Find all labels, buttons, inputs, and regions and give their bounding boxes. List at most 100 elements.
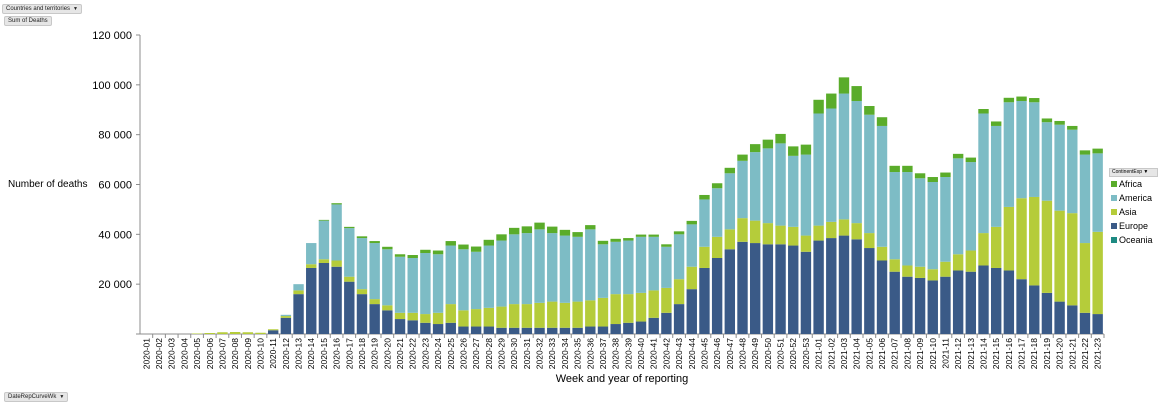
bar-america-2020-19 [369,243,380,300]
x-tick-label: 2020-07 [217,338,227,369]
bar-europe-2020-15 [318,262,330,334]
bar-africa-2020-52 [788,146,799,156]
bar-europe-2021-23 [1092,314,1103,334]
bar-asia-2020-39 [623,294,634,323]
bar-america-2020-25 [445,245,456,305]
bar-asia-2020-29 [496,306,507,328]
legend-label: America [1119,193,1153,203]
bar-africa-2020-22 [407,255,418,259]
x-tick-label: 2021-10 [928,338,938,369]
x-tick-label: 2020-16 [332,338,342,369]
bar-asia-2020-14 [306,264,317,268]
bar-africa-2020-36 [585,225,596,230]
legend-swatch [1111,237,1117,243]
bar-asia-2021-03 [838,219,850,236]
bar-america-2020-51 [775,143,786,226]
bar-europe-2021-17 [1016,279,1027,334]
bar-europe-2021-09 [914,277,926,334]
x-tick-label: 2020-34 [560,338,570,369]
bar-america-2020-52 [788,155,799,227]
legend-item-america: America [1109,191,1158,205]
bar-asia-2021-16 [1003,206,1015,271]
bar-europe-2021-02 [826,238,837,334]
x-tick-label: 2020-05 [192,338,202,369]
bar-asia-2020-37 [597,297,609,327]
x-tick-label: 2020-41 [649,338,659,369]
x-tick-label: 2021-11 [940,338,950,369]
bar-europe-2020-45 [699,267,710,334]
x-tick-label: 2021-12 [953,338,963,369]
bar-africa-2020-39 [623,238,634,241]
bar-europe-2021-18 [1029,285,1040,334]
bar-america-2020-13 [293,284,304,291]
bar-africa-2020-28 [483,239,495,246]
bar-america-2021-21 [1067,129,1078,214]
bar-asia-2021-15 [990,226,1002,268]
x-tick-label: 2020-20 [382,338,392,369]
bar-asia-2021-11 [940,261,951,277]
bar-america-2020-27 [470,251,482,310]
bar-africa-2020-25 [445,241,456,246]
x-tick-label: 2020-22 [408,338,418,369]
x-tick-label: 2020-17 [344,338,354,369]
bar-asia-2020-49 [749,220,761,244]
x-tick-label: 2021-07 [890,338,900,369]
x-tick-label: 2020-08 [230,338,240,369]
bar-america-2020-31 [521,233,533,305]
bar-africa-2021-06 [876,117,888,126]
bar-africa-2020-16 [331,203,342,205]
bar-africa-2020-46 [711,183,723,189]
countries-filter-button[interactable]: Countries and territories ▼ [2,4,82,14]
bar-africa-2020-50 [762,139,774,149]
sum-of-deaths-field-button[interactable]: Sum of Deaths [4,16,52,26]
bar-europe-2020-21 [394,319,406,334]
bar-asia-2021-20 [1054,210,1065,302]
bar-america-2021-11 [940,177,951,262]
bar-asia-2020-17 [344,276,355,282]
legend-filter-button[interactable]: ContinentExp ▼ [1109,168,1158,177]
bar-europe-2020-22 [407,320,418,334]
bar-africa-2020-37 [597,240,609,245]
bar-america-2020-28 [483,245,495,308]
bar-america-2020-50 [762,148,774,224]
bar-asia-2020-21 [394,312,406,320]
bar-africa-2021-07 [889,165,900,173]
legend-item-africa: Africa [1109,177,1158,191]
bar-africa-2020-27 [470,246,482,252]
bar-africa-2020-30 [508,227,520,235]
bar-america-2021-10 [927,182,938,270]
bar-asia-2021-23 [1092,231,1103,315]
bar-asia-2021-07 [889,259,900,272]
bar-europe-2020-36 [585,326,596,334]
date-axis-field-button[interactable]: DateRepCurveWk ▼ [4,392,69,402]
bar-america-2020-22 [407,258,418,313]
bar-europe-2020-40 [635,321,647,334]
bar-asia-2020-10 [255,332,266,334]
bar-africa-2020-48 [737,154,748,161]
bar-europe-2020-23 [420,322,431,334]
x-tick-label: 2020-21 [395,338,405,369]
x-tick-label: 2021-13 [966,338,976,369]
bar-america-2020-53 [800,154,812,236]
bar-europe-2021-12 [952,270,964,334]
bar-america-2021-22 [1079,154,1091,244]
bar-asia-2021-17 [1016,198,1027,280]
bar-america-2020-39 [623,240,634,295]
y-tick-label: 60 000 [98,180,132,192]
x-tick-label: 2021-16 [1004,338,1014,369]
bar-europe-2021-19 [1041,292,1053,334]
bar-america-2021-05 [864,114,875,234]
bar-asia-2021-22 [1079,243,1091,313]
bar-asia-2020-20 [382,305,393,311]
bar-europe-2020-14 [306,267,317,334]
bar-america-2021-16 [1003,102,1015,207]
bar-asia-2021-02 [826,221,837,239]
legend-swatch [1111,181,1117,187]
bar-america-2021-03 [838,93,850,220]
bar-asia-2020-47 [724,229,736,250]
bar-africa-2021-05 [864,106,875,115]
bar-europe-2021-08 [902,276,913,334]
bar-asia-2020-51 [775,225,786,245]
legend-swatch [1111,223,1117,229]
